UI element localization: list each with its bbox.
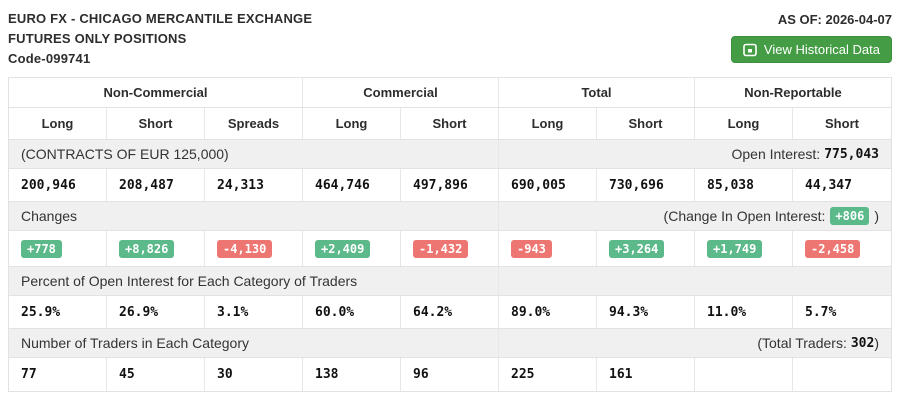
- change-badge: +3,264: [609, 239, 665, 258]
- traders-value: 161: [597, 358, 695, 391]
- change-cell: +1,749: [695, 231, 793, 266]
- group-header-row: Non-Commercial Commercial Total Non-Repo…: [9, 78, 891, 108]
- view-historical-data-button[interactable]: View Historical Data: [730, 36, 892, 63]
- change-cell: +778: [9, 231, 107, 266]
- contracts-section-row: (CONTRACTS OF EUR 125,000) Open Interest…: [9, 140, 891, 169]
- traders-value: 45: [107, 358, 205, 391]
- total-traders-suffix: ): [874, 335, 879, 351]
- col-header: Spreads: [205, 108, 303, 139]
- traders-section-row: Number of Traders in Each Category (Tota…: [9, 329, 891, 358]
- changes-section-row: Changes (Change In Open Interest: +806 ): [9, 202, 891, 231]
- traders-row: 77 45 30 138 96 225 161: [9, 358, 891, 392]
- change-cell: +3,264: [597, 231, 695, 266]
- traders-label: Number of Traders in Each Category: [9, 329, 499, 357]
- position-value: 730,696: [597, 169, 695, 201]
- group-commercial: Commercial: [303, 78, 499, 107]
- col-header: Long: [695, 108, 793, 139]
- group-non-commercial: Non-Commercial: [9, 78, 303, 107]
- change-badge: +1,749: [707, 239, 763, 258]
- positions-row: 200,946 208,487 24,313 464,746 497,896 6…: [9, 169, 891, 202]
- change-badge: +2,409: [315, 239, 371, 258]
- changes-row: +778 +8,826 -4,130 +2,409 -1,432 -943 +3…: [9, 231, 891, 267]
- position-value: 208,487: [107, 169, 205, 201]
- col-header: Short: [825, 116, 859, 131]
- position-value: 24,313: [205, 169, 303, 201]
- change-oi-suffix: ): [874, 208, 879, 224]
- group-non-reportable: Non-Reportable: [744, 85, 842, 100]
- page-header: EURO FX - CHICAGO MERCANTILE EXCHANGE FU…: [0, 0, 900, 73]
- change-cell: +8,826: [107, 231, 205, 266]
- percent-value: 3.1%: [205, 296, 303, 328]
- change-badge: +8,826: [119, 239, 175, 258]
- change-badge: -943: [511, 239, 552, 258]
- open-interest-label: Open Interest:: [731, 146, 821, 162]
- report-title-block: EURO FX - CHICAGO MERCANTILE EXCHANGE FU…: [8, 9, 312, 69]
- traders-value: 225: [499, 358, 597, 391]
- percent-label: Percent of Open Interest for Each Catego…: [9, 267, 499, 295]
- position-value: 200,946: [9, 169, 107, 201]
- position-value: 44,347: [805, 177, 852, 193]
- changes-label: Changes: [9, 202, 499, 230]
- traders-value: 96: [401, 358, 499, 391]
- total-traders-value: 302: [850, 335, 875, 351]
- traders-value: [793, 358, 891, 391]
- percent-value: 25.9%: [9, 296, 107, 328]
- col-header: Long: [499, 108, 597, 139]
- report-code: Code-099741: [8, 51, 91, 66]
- report-title: EURO FX - CHICAGO MERCANTILE EXCHANGE: [8, 11, 313, 26]
- col-header: Short: [107, 108, 205, 139]
- total-traders-cell: (Total Traders: 302 ): [499, 329, 891, 357]
- change-cell: -2,458: [793, 231, 891, 266]
- contracts-label: (CONTRACTS OF EUR 125,000): [9, 140, 499, 168]
- open-interest-value: 775,043: [824, 146, 879, 162]
- position-value: 85,038: [695, 169, 793, 201]
- percent-value: 60.0%: [303, 296, 401, 328]
- change-oi-prefix: (Change In Open Interest:: [663, 208, 826, 224]
- position-value: 690,005: [499, 169, 597, 201]
- total-traders-prefix: (Total Traders:: [757, 335, 847, 351]
- position-value: 497,896: [401, 169, 499, 201]
- column-header-row: Long Short Spreads Long Short Long Short…: [9, 108, 891, 140]
- change-badge: -4,130: [217, 239, 273, 258]
- percent-section-spacer: [499, 267, 891, 295]
- header-right: AS OF: 2026-04-07 View Historical Data: [730, 9, 892, 63]
- as-of-date: AS OF: 2026-04-07: [777, 12, 892, 27]
- traders-value: [695, 358, 793, 391]
- change-badge: +778: [21, 239, 62, 258]
- change-badge: -1,432: [413, 239, 469, 258]
- open-interest-cell: Open Interest: 775,043: [499, 140, 891, 168]
- cot-table: Non-Commercial Commercial Total Non-Repo…: [8, 77, 892, 392]
- col-header: Short: [401, 108, 499, 139]
- percent-value: 11.0%: [695, 296, 793, 328]
- traders-value: 77: [9, 358, 107, 391]
- change-badge: -2,458: [805, 239, 861, 258]
- percent-value: 5.7%: [805, 304, 837, 320]
- change-cell: -1,432: [401, 231, 499, 266]
- group-total: Total: [499, 78, 695, 107]
- report-subtitle: FUTURES ONLY POSITIONS: [8, 31, 187, 46]
- change-oi-badge: +806: [830, 207, 870, 225]
- percent-row: 25.9% 26.9% 3.1% 60.0% 64.2% 89.0% 94.3%…: [9, 296, 891, 329]
- col-header: Long: [9, 108, 107, 139]
- change-cell: -943: [499, 231, 597, 266]
- percent-value: 26.9%: [107, 296, 205, 328]
- traders-value: 30: [205, 358, 303, 391]
- traders-value: 138: [303, 358, 401, 391]
- change-cell: -4,130: [205, 231, 303, 266]
- change-open-interest-cell: (Change In Open Interest: +806 ): [499, 202, 891, 230]
- percent-value: 64.2%: [401, 296, 499, 328]
- percent-value: 94.3%: [597, 296, 695, 328]
- calendar-icon: [743, 43, 757, 57]
- col-header: Long: [303, 108, 401, 139]
- position-value: 464,746: [303, 169, 401, 201]
- change-cell: +2,409: [303, 231, 401, 266]
- col-header: Short: [597, 108, 695, 139]
- view-historical-data-label: View Historical Data: [763, 42, 880, 57]
- percent-value: 89.0%: [499, 296, 597, 328]
- percent-section-row: Percent of Open Interest for Each Catego…: [9, 267, 891, 296]
